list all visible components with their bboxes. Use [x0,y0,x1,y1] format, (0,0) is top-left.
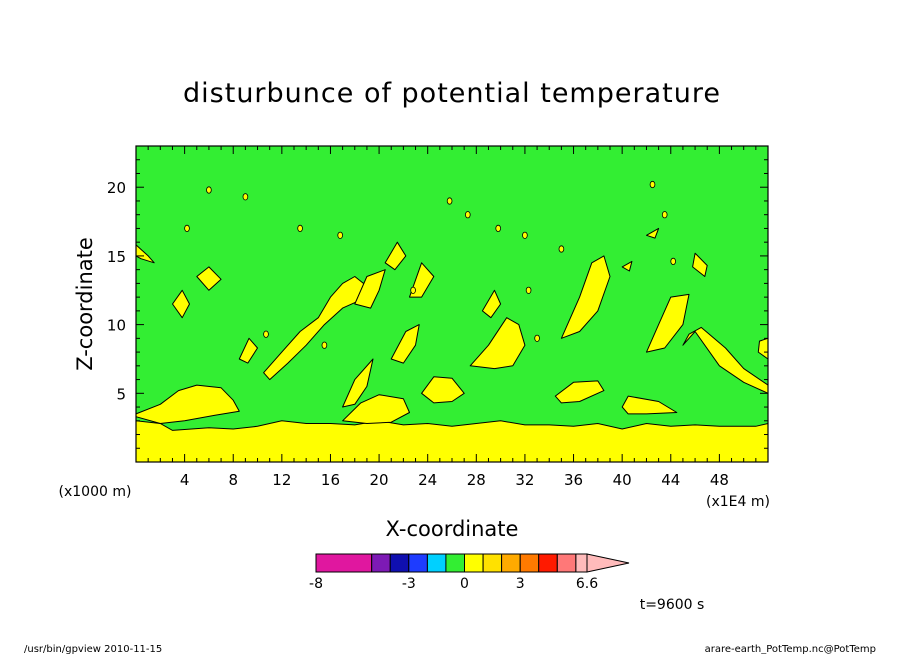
colorbar-swatch [445,553,465,573]
colorbar: -8 -3 0 3 6.6 [309,553,630,592]
x-tick-label: 32 [515,471,534,489]
x-tick-label: 36 [564,471,583,489]
anomaly-spot [670,257,676,265]
anomaly-spot [522,231,528,239]
anomaly-region [196,266,222,291]
y-unit-label: (x1000 m) [59,484,132,500]
anomaly-region [621,260,633,272]
colorbar-swatch [538,553,558,573]
y-tick-label: 15 [107,248,126,266]
anomaly-region [646,293,690,353]
anomaly-spot [495,224,502,232]
anomaly-spot [297,224,303,232]
colorbar-swatch [315,553,373,573]
x-tick-label: 16 [321,471,340,489]
x-axis-ticks: 4 8 12 16 20 24 28 32 36 40 44 48 [147,146,757,489]
anomaly-region [384,241,407,271]
anomaly-region [172,289,190,319]
y-tick-label: 20 [107,179,126,197]
x-tick-label: 24 [418,471,437,489]
colorbar-swatch [482,553,503,573]
chart-title: disturbunce of potential temperature [183,78,721,109]
x-axis-label: X-coordinate [386,517,519,541]
anomaly-region [692,252,708,277]
anomaly-region [354,269,386,309]
anomaly-spot [184,224,190,232]
anomaly-spot [337,231,344,239]
time-label: t=9600 s [640,597,705,613]
anomaly-region [481,289,502,319]
anomaly-spot [263,330,269,338]
colorbar-swatch [408,553,428,573]
positive-anomaly-regions [135,180,769,463]
colorbar-swatch [575,553,588,573]
anomaly-region [135,384,240,424]
anomaly-spot [410,286,416,294]
x-tick-label: 48 [710,471,729,489]
colorbar-swatch [426,553,447,573]
anomaly-region [469,317,526,370]
x-tick-label: 4 [180,471,190,489]
anomaly-region [421,376,465,404]
anomaly-spot [534,334,540,342]
y-tick-label: 5 [116,385,126,403]
y-axis-ticks: 5 10 15 20 [107,159,768,449]
x-unit-label: (x1E4 m) [706,494,770,510]
anomaly-region [342,394,410,424]
colorbar-swatch [371,553,391,573]
colorbar-label: -8 [309,576,323,592]
anomaly-region [646,227,660,239]
colorbar-swatch [389,553,410,573]
x-tick-label: 28 [467,471,486,489]
anomaly-region [390,324,420,364]
anomaly-spot [558,245,565,253]
anomaly-spot [649,180,656,189]
y-axis-label: Z-coordinate [73,237,97,371]
anomaly-region [560,255,611,339]
anomaly-region [238,337,258,364]
y-tick-label: 10 [107,317,126,335]
footer-right: arare-earth_PotTemp.nc@PotTemp [705,644,876,654]
anomaly-spot [446,197,453,205]
colorbar-label: -3 [402,576,416,592]
colorbar-swatch [519,553,540,573]
anomaly-spot [525,286,532,294]
colorbar-label: 6.6 [576,576,598,592]
x-tick-label: 40 [613,471,632,489]
anomaly-region [554,380,605,404]
anomaly-spot [242,193,249,201]
boundary-layer-region [135,420,769,463]
x-tick-label: 12 [272,471,291,489]
x-tick-label: 20 [370,471,389,489]
colorbar-swatch [464,553,484,573]
anomaly-region [342,358,374,408]
x-tick-label: 8 [228,471,238,489]
anomaly-spot [321,341,328,349]
colorbar-swatch [556,553,577,573]
colorbar-label: 0 [460,576,469,592]
colorbar-extend-arrow [586,553,630,573]
anomaly-spot [464,211,471,219]
anomaly-spot [661,211,668,219]
x-tick-label: 44 [661,471,680,489]
anomaly-spot [206,186,212,194]
anomaly-region [621,395,678,415]
footer-left: /usr/bin/gpview 2010-11-15 [24,644,162,654]
colorbar-swatch [501,553,521,573]
colorbar-label: 3 [516,576,525,592]
